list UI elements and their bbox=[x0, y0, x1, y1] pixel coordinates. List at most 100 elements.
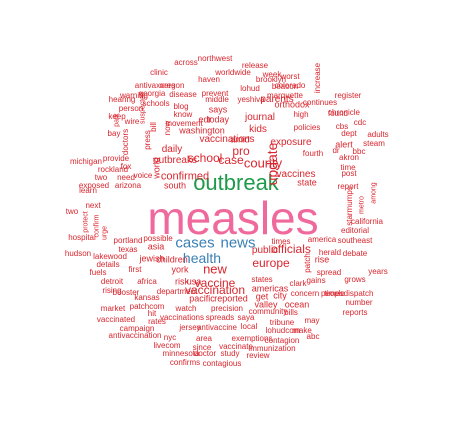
word-post: post bbox=[341, 169, 357, 178]
word-county: county bbox=[243, 155, 283, 171]
word-bbc: bbc bbox=[352, 147, 366, 156]
word-health: health bbox=[182, 250, 222, 266]
word-south: south bbox=[163, 180, 187, 191]
word-ocean: ocean bbox=[284, 299, 310, 310]
word-kansas: kansas bbox=[134, 293, 160, 302]
word-reported: reported bbox=[214, 293, 248, 304]
word-times: times bbox=[271, 237, 291, 246]
word-says: says bbox=[208, 104, 228, 115]
word-vaccinated: vaccinated bbox=[96, 315, 136, 324]
word-reports: reports bbox=[342, 308, 368, 317]
word-school: school bbox=[187, 151, 223, 165]
word-learn: learn bbox=[79, 186, 97, 195]
word-contagious: contagious bbox=[202, 359, 242, 368]
word-arizona: arizona bbox=[114, 181, 142, 190]
word-africa: africa bbox=[137, 277, 157, 286]
word-rise: rise bbox=[314, 254, 330, 265]
word-spreads: spreads bbox=[205, 313, 235, 322]
word-america: america bbox=[307, 235, 337, 244]
word-keep: keep bbox=[108, 112, 126, 121]
word-protect: protect bbox=[82, 211, 90, 233]
word-department: department bbox=[156, 287, 198, 296]
word-parents: parents bbox=[260, 94, 294, 105]
word-two: two bbox=[65, 207, 79, 216]
word-market: market bbox=[100, 304, 126, 313]
word-antivaccination: antivaccination bbox=[108, 331, 162, 340]
word-saya: saya bbox=[237, 313, 255, 322]
word-daily: daily bbox=[161, 144, 183, 155]
word-high: high bbox=[293, 110, 309, 119]
word-area: area bbox=[195, 334, 213, 343]
word-may: may bbox=[304, 316, 320, 325]
word-amid: amid bbox=[230, 134, 250, 145]
word-haven: haven bbox=[198, 75, 220, 84]
word-debate: debate bbox=[342, 249, 368, 258]
word-movement: movement bbox=[165, 119, 203, 128]
word-editorial: editorial bbox=[340, 226, 370, 235]
word-hearing: hearing bbox=[108, 95, 136, 104]
word-akron: akron bbox=[338, 153, 360, 162]
word-report: report bbox=[337, 182, 359, 191]
word-herald: herald bbox=[318, 248, 342, 257]
word-minnesota: minnesota bbox=[162, 349, 200, 358]
word-increase: increase bbox=[313, 62, 322, 94]
word-study: study bbox=[220, 349, 240, 358]
word-hudson: hudson bbox=[64, 249, 92, 258]
word-spread: spread bbox=[316, 268, 342, 277]
word-vaccines: vaccines bbox=[276, 169, 316, 180]
word-antivaxxers: antivaxxers bbox=[134, 81, 176, 90]
word-exposure: exposure bbox=[270, 137, 312, 148]
word-continues: continues bbox=[302, 98, 338, 107]
word-abc: abc bbox=[306, 332, 320, 341]
word-alert: alert bbox=[335, 139, 353, 150]
word-jewish: jewish bbox=[139, 253, 165, 264]
word-watch: watch bbox=[175, 304, 197, 313]
word-grows: grows bbox=[344, 275, 366, 284]
word-state: state bbox=[297, 177, 317, 188]
word-bills: bills bbox=[284, 308, 298, 317]
word-yeshiva: yeshiva bbox=[237, 95, 265, 104]
word-pacific: pacific bbox=[189, 293, 215, 304]
word-lohud: lohud bbox=[240, 84, 260, 93]
word-children: children bbox=[156, 254, 188, 265]
word-city: city bbox=[273, 290, 287, 301]
word-worldwide: worldwide bbox=[215, 68, 251, 77]
word-hospital: hospital bbox=[68, 233, 96, 242]
word-clark: clark bbox=[289, 279, 307, 288]
word-need: need bbox=[117, 173, 135, 182]
word-officials: officials bbox=[271, 242, 311, 256]
word-concern: concern bbox=[290, 289, 320, 298]
word-europe: europe bbox=[252, 256, 290, 270]
word-michigan: michigan bbox=[69, 157, 103, 166]
word-detroit: detroit bbox=[100, 277, 124, 286]
word-cbs: cbs bbox=[335, 122, 349, 131]
word-steam: steam bbox=[363, 139, 385, 148]
word-worst: worst bbox=[280, 72, 300, 81]
word-two: two bbox=[94, 173, 108, 182]
word-doctors: doctors bbox=[121, 128, 130, 156]
word-fox: fox bbox=[120, 162, 132, 171]
word-oregon: oregon bbox=[159, 81, 185, 90]
word-disease: disease bbox=[169, 90, 197, 99]
word-northwest: northwest bbox=[197, 54, 233, 63]
word-case: case bbox=[218, 153, 244, 167]
word-pro: pro bbox=[232, 144, 250, 158]
word-york: york bbox=[171, 264, 189, 275]
word-confirmed: confirmed bbox=[160, 170, 210, 183]
word-news: news bbox=[220, 234, 256, 252]
word-provide: provide bbox=[102, 154, 130, 163]
word-possible: possible bbox=[143, 234, 173, 243]
word-georgia: georgia bbox=[138, 89, 166, 98]
word-cdc: cdc bbox=[353, 118, 367, 127]
word-california: california bbox=[350, 217, 384, 226]
word-doctor: doctor bbox=[193, 349, 217, 358]
word-journal: journal bbox=[244, 112, 276, 123]
word-warning: warning bbox=[119, 91, 149, 100]
word-exposed: exposed bbox=[78, 181, 110, 190]
word-vaccination: vaccination bbox=[184, 283, 246, 297]
word-years: years bbox=[368, 267, 388, 276]
word-number: number bbox=[345, 298, 373, 307]
word-dr: dr bbox=[332, 146, 340, 155]
word-beacon: beacon bbox=[271, 82, 299, 91]
